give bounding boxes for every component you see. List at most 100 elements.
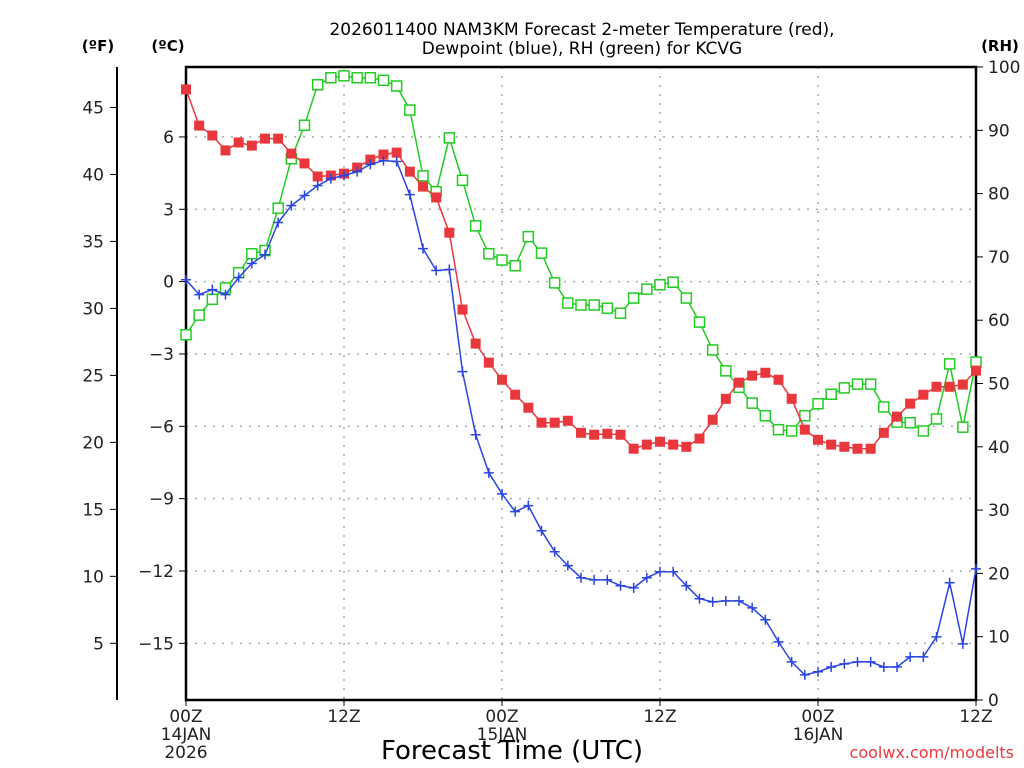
temperature-point — [668, 439, 679, 450]
dewpoint-point — [246, 258, 257, 269]
rh-point — [917, 425, 930, 437]
celsius-tick-label: −15 — [138, 634, 174, 654]
dewpoint-point — [325, 173, 336, 184]
rh-point — [180, 329, 192, 341]
dewpoint-point — [694, 593, 705, 604]
rh-point — [654, 279, 666, 291]
temperature-point — [497, 374, 507, 385]
time-tick-label: 12Z — [643, 707, 676, 727]
rh-point — [483, 247, 495, 260]
rh-point — [680, 292, 693, 304]
celsius-unit-label: (ºC) — [151, 37, 184, 55]
temperature-line — [185, 89, 977, 450]
temperature-point — [220, 145, 231, 156]
dewpoint-point — [655, 566, 665, 577]
temperature-point — [681, 441, 692, 452]
dewpoint-point — [194, 289, 205, 300]
rh-point — [351, 72, 363, 84]
temperature-point — [549, 417, 560, 428]
temperature-point — [892, 411, 902, 422]
fahrenheit-tick-label: 35 — [82, 232, 104, 252]
credit-link[interactable]: coolwx.com/modelts — [850, 743, 1014, 762]
temperature-point — [760, 367, 771, 378]
rh-point — [930, 413, 943, 425]
dewpoint-point — [431, 265, 442, 276]
rh-point — [206, 293, 219, 306]
temperature-point — [391, 147, 402, 158]
time-tick-label: 12Z — [959, 707, 992, 727]
dewpoint-point — [260, 249, 270, 260]
rh-point — [456, 174, 469, 187]
rh-point — [364, 72, 377, 84]
rh-point — [522, 230, 535, 243]
rh-point — [575, 299, 587, 311]
rh-point — [825, 388, 837, 401]
temperature-point — [404, 166, 415, 177]
fahrenheit-tick-label: 40 — [82, 165, 104, 185]
dewpoint-point — [549, 546, 560, 557]
temperature-point — [734, 377, 744, 388]
dewpoint-point — [971, 563, 981, 574]
temperature-point — [207, 130, 218, 141]
rh-point — [390, 80, 403, 92]
fahrenheit-tick-label: 30 — [82, 299, 104, 319]
celsius-tick-label: −12 — [138, 562, 174, 582]
temperature-point — [707, 414, 718, 425]
temperature-point — [944, 381, 955, 392]
rh-point — [377, 74, 390, 87]
temperature-point — [773, 374, 784, 385]
dewpoint-point — [615, 580, 626, 591]
temperature-point — [786, 393, 797, 404]
rh-point — [588, 299, 600, 311]
dewpoint-line — [185, 159, 977, 676]
rh-point — [562, 297, 574, 309]
dewpoint-point — [576, 572, 586, 583]
time-tick-year-label: 2026 — [164, 743, 207, 763]
dewpoint-point — [905, 651, 916, 662]
temperature-point — [957, 379, 968, 390]
temperature-point — [431, 192, 442, 203]
rh-point — [404, 104, 416, 116]
series-rh — [180, 70, 982, 437]
temperature-point — [273, 133, 284, 144]
rh-point — [878, 401, 890, 413]
celsius-tick-label: −9 — [149, 490, 174, 510]
temperature-point — [865, 443, 876, 454]
dewpoint-point — [536, 525, 547, 536]
dewpoint-point — [957, 638, 968, 649]
dewpoint-point — [181, 274, 191, 285]
dewpoint-point — [773, 636, 784, 647]
temperature-point — [628, 443, 639, 454]
rh-point — [641, 283, 653, 295]
rh-point — [509, 260, 521, 272]
rh-point — [772, 423, 785, 436]
dewpoint-point — [641, 572, 652, 583]
temperature-point — [299, 158, 310, 169]
dewpoint-point — [878, 661, 889, 672]
rh-point — [943, 358, 956, 370]
rh-point — [812, 398, 824, 410]
temperature-point — [852, 443, 863, 454]
temperature-point — [576, 427, 586, 438]
celsius-tick-label: 3 — [163, 200, 174, 220]
temperature-point — [655, 436, 665, 447]
rh-point — [838, 382, 851, 394]
temperature-point — [312, 171, 323, 182]
rh-point — [970, 356, 982, 368]
dewpoint-point — [510, 506, 521, 517]
temperature-point — [260, 133, 270, 144]
dewpoint-point — [681, 580, 692, 591]
rh-point — [601, 302, 614, 314]
dewpoint-point — [786, 656, 797, 667]
dewpoint-point — [892, 661, 902, 672]
dewpoint-point — [207, 284, 218, 295]
dewpoint-point — [365, 159, 376, 170]
temperature-point — [905, 398, 916, 409]
dewpoint-point — [826, 661, 837, 672]
fahrenheit-tick-label: 45 — [82, 98, 104, 118]
rh-point — [193, 309, 205, 321]
rh-point — [548, 277, 561, 289]
dewpoint-point — [312, 180, 323, 191]
